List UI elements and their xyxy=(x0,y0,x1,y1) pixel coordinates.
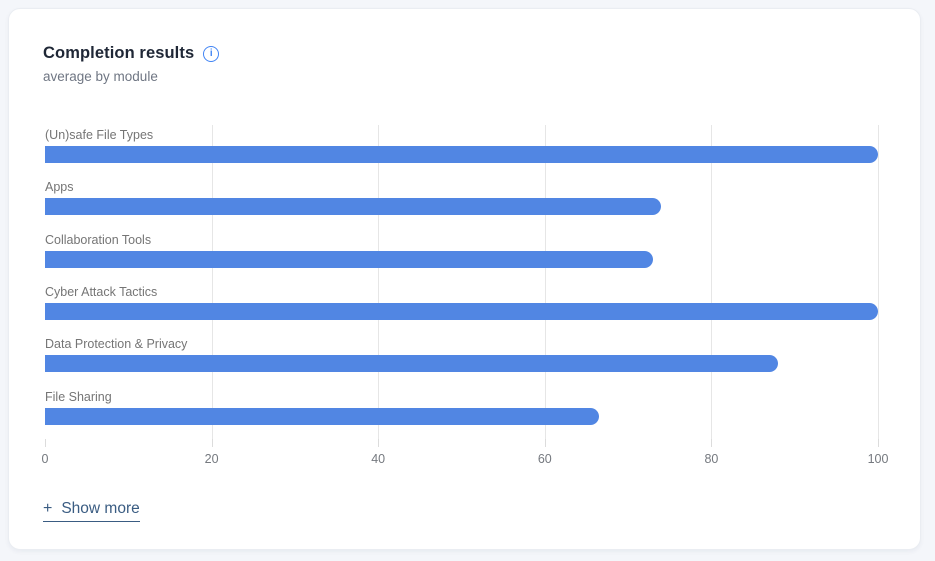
bar-collaboration-tools xyxy=(45,250,654,268)
bar-category-label: (Un)safe File Types xyxy=(45,128,154,142)
x-tick-label-80: 80 xyxy=(704,452,719,466)
gridline-40 xyxy=(378,125,380,439)
gridline-60 xyxy=(544,125,546,439)
bar-category-label: Data Protection & Privacy xyxy=(45,337,188,352)
bar-category-label: Cyber Attack Tactics xyxy=(45,284,158,299)
bar-file-sharing xyxy=(45,407,599,425)
completion-bar-chart: (Un)safe File Types Apps Collaboration Too… xyxy=(41,125,889,466)
bar-category-label: Collaboration Tools xyxy=(45,232,152,247)
bar-data-protection-privacy xyxy=(45,355,779,373)
tickmark-0 xyxy=(45,439,46,447)
bar-row: Cyber Attack Tactics xyxy=(45,282,878,334)
gridline-100 xyxy=(878,125,879,439)
gridline-20 xyxy=(211,125,213,439)
tickmark-80 xyxy=(711,439,713,447)
tickmark-20 xyxy=(211,439,213,447)
bar-category-label: File Sharing xyxy=(45,389,112,404)
page-title: Completion results xyxy=(43,44,195,62)
bar-row: Data Protection & Privacy xyxy=(45,334,878,386)
bar-category-label: Apps xyxy=(45,180,74,195)
bar-cyber-attack-tactics xyxy=(45,302,878,320)
bar-apps xyxy=(45,198,662,216)
card-header: Completion results i average by module xyxy=(43,44,220,84)
bar-row: File Sharing xyxy=(45,387,878,439)
tickmark-40 xyxy=(378,439,380,447)
bar-row: Apps xyxy=(45,177,878,229)
info-icon[interactable]: i xyxy=(203,45,220,62)
completion-results-card: Completion results i average by module (… xyxy=(8,8,921,550)
card-subtitle: average by module xyxy=(43,69,158,84)
x-tick-label-100: 100 xyxy=(867,452,889,466)
x-tick-label-60: 60 xyxy=(537,452,552,466)
bar-row: Collaboration Tools xyxy=(45,230,878,282)
show-more-link[interactable]: + Show more xyxy=(43,500,140,522)
tickmark-100 xyxy=(878,439,879,447)
show-more-label: Show more xyxy=(61,500,140,517)
gridline-80 xyxy=(711,125,713,439)
x-tick-label-20: 20 xyxy=(204,452,219,466)
plot-area: (Un)safe File Types Apps Collaboration Too… xyxy=(45,125,879,447)
x-tick-label-0: 0 xyxy=(41,452,49,466)
x-tick-label-40: 40 xyxy=(371,452,386,466)
bar-row: (Un)safe File Types xyxy=(45,125,878,177)
tickmark-60 xyxy=(544,439,546,447)
bar-rows: (Un)safe File Types Apps Collaboration Too… xyxy=(45,125,878,439)
plus-icon: + xyxy=(43,500,53,517)
bar-un-safe-file-types xyxy=(45,146,878,163)
x-axis: 0 20 40 60 80 100 xyxy=(41,439,889,466)
